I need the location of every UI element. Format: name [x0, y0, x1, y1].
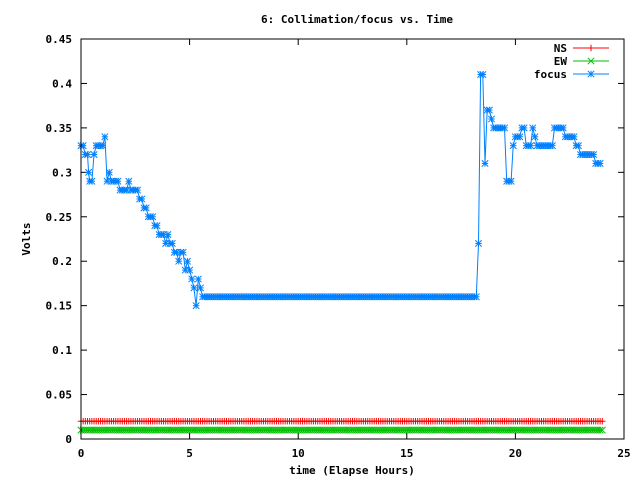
legend-label-EW: EW — [554, 55, 568, 68]
series-line-focus — [81, 74, 601, 306]
data-point-focus — [559, 124, 567, 132]
data-point-focus — [196, 284, 205, 292]
data-point-focus — [485, 106, 493, 114]
data-point-focus — [114, 177, 122, 185]
data-point-focus — [472, 293, 480, 301]
legend-label-focus: focus — [534, 68, 567, 81]
data-point-focus — [105, 168, 113, 176]
data-point-focus — [183, 257, 191, 265]
legend-label-NS: NS — [554, 42, 567, 55]
y-tick-label: 0.45 — [46, 33, 73, 46]
x-tick-label: 20 — [509, 447, 522, 460]
plot-frame — [80, 38, 625, 440]
data-point-focus — [590, 151, 598, 159]
data-point-focus — [188, 275, 196, 283]
data-point-focus — [186, 266, 194, 274]
data-point-focus — [507, 177, 515, 185]
legend-marker-focus — [587, 70, 595, 78]
data-point-focus — [527, 142, 535, 150]
data-point-focus — [168, 239, 176, 247]
data-point-focus — [133, 186, 142, 194]
data-point-focus — [138, 195, 146, 203]
y-tick-label: 0.4 — [52, 77, 72, 90]
data-point-focus — [596, 159, 604, 167]
data-point-focus — [474, 239, 483, 247]
y-tick-label: 0.15 — [46, 300, 73, 313]
legend-marker-EW — [587, 57, 595, 65]
series-focus — [77, 71, 604, 310]
data-point-focus — [520, 124, 528, 132]
data-point-focus — [479, 71, 487, 79]
data-point-focus — [548, 142, 556, 150]
y-tick-label: 0.1 — [52, 344, 72, 357]
data-point-focus — [142, 204, 150, 212]
data-point-focus — [101, 133, 109, 141]
series-NS — [77, 418, 606, 425]
y-tick-label: 0.05 — [46, 389, 73, 402]
data-point-focus — [481, 159, 489, 167]
data-point-focus — [99, 142, 107, 150]
legend-marker-NS — [587, 44, 595, 52]
data-point-focus — [153, 222, 161, 230]
series-EW — [77, 426, 606, 434]
data-point-focus — [164, 231, 172, 239]
x-tick-label: 5 — [186, 447, 193, 460]
data-point-EW — [596, 426, 604, 434]
data-point-focus — [531, 133, 539, 141]
data-point-focus — [194, 275, 202, 283]
y-tick-label: 0.2 — [52, 255, 72, 268]
data-point-focus — [574, 142, 582, 150]
data-point-focus — [500, 124, 509, 132]
chart-title: 6: Collimation/focus vs. Time — [261, 13, 453, 26]
y-tick-label: 0.3 — [52, 166, 72, 179]
y-tick-label: 0 — [65, 433, 72, 446]
data-point-focus — [509, 142, 517, 150]
data-point-focus — [190, 284, 198, 292]
series-layer — [77, 71, 606, 434]
x-tick-label: 0 — [78, 447, 85, 460]
data-point-focus — [516, 133, 524, 141]
data-point-EW — [598, 426, 606, 434]
data-point-focus — [192, 302, 200, 310]
data-point-NS — [599, 418, 606, 425]
data-point-focus — [83, 151, 92, 159]
data-point-focus — [85, 168, 93, 176]
data-point-focus — [125, 177, 133, 185]
data-point-focus — [175, 257, 183, 265]
data-point-focus — [487, 115, 496, 123]
data-point-focus — [529, 124, 537, 132]
x-tick-label: 25 — [617, 447, 630, 460]
data-point-focus — [570, 133, 578, 141]
x-axis-label: time (Elapse Hours) — [289, 464, 415, 477]
data-point-focus — [149, 213, 157, 221]
x-tick-label: 15 — [400, 447, 413, 460]
data-point-focus — [88, 177, 96, 185]
y-tick-label: 0.35 — [46, 122, 73, 135]
x-tick-label: 10 — [292, 447, 305, 460]
data-point-focus — [179, 248, 187, 256]
axis-ticks: 0 5 10 15 20 25 0 0.05 0.1 0.15 0.2 0.25 0.3 0.35 0.4 0… — [46, 33, 631, 460]
data-point-focus — [90, 151, 98, 159]
y-tick-label: 0.25 — [46, 211, 73, 224]
y-axis-label: Volts — [20, 222, 33, 255]
